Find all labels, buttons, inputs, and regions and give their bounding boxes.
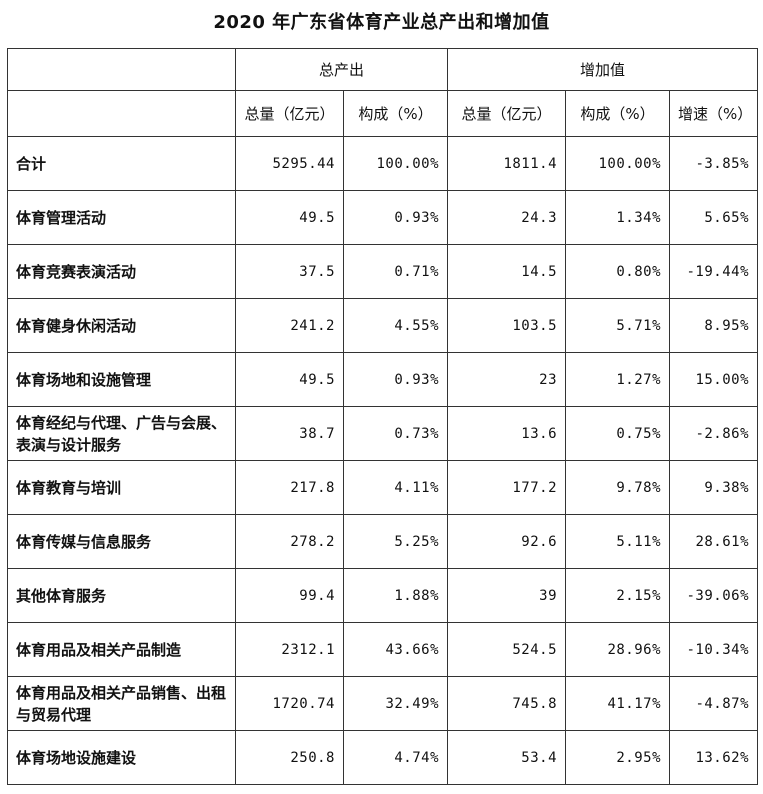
data-table: 总产出 增加值 总量（亿元） 构成（%） 总量（亿元） 构成（%） 增速（%） … bbox=[7, 48, 759, 785]
cell-added-composition: 5.11% bbox=[565, 514, 671, 569]
table-row: 体育教育与培训 217.8 4.11% 177.2 9.78% 9.38% bbox=[7, 460, 759, 515]
cell-added-total: 745.8 bbox=[447, 676, 567, 731]
cell-category: 其他体育服务 bbox=[7, 568, 236, 623]
cell-output-total: 278.2 bbox=[235, 514, 344, 569]
cell-output-total: 49.5 bbox=[235, 190, 344, 245]
cell-added-total: 13.6 bbox=[447, 406, 567, 461]
cell-added-total: 23 bbox=[447, 352, 567, 407]
cell-output-composition: 0.73% bbox=[342, 406, 449, 461]
cell-added-total: 24.3 bbox=[447, 190, 567, 245]
cell-output-total: 49.5 bbox=[235, 352, 344, 407]
table-row: 合计 5295.44 100.00% 1811.4 100.00% -3.85% bbox=[7, 136, 759, 191]
table-row: 体育管理活动 49.5 0.93% 24.3 1.34% 5.65% bbox=[7, 190, 759, 245]
header-value-added: 增加值 bbox=[447, 48, 759, 91]
table-row: 体育用品及相关产品销售、出租与贸易代理 1720.74 32.49% 745.8 41.… bbox=[7, 676, 759, 731]
cell-growth: 9.38% bbox=[669, 460, 759, 515]
cell-added-total: 103.5 bbox=[447, 298, 567, 353]
cell-category: 体育健身休闲活动 bbox=[7, 298, 236, 353]
table-row: 其他体育服务 99.4 1.88% 39 2.15% -39.06% bbox=[7, 568, 759, 623]
header-total-output: 总产出 bbox=[234, 48, 449, 91]
cell-category: 体育用品及相关产品销售、出租与贸易代理 bbox=[7, 676, 236, 731]
cell-growth: -4.87% bbox=[669, 676, 759, 731]
cell-output-composition: 43.66% bbox=[342, 622, 449, 677]
cell-growth: 13.62% bbox=[669, 730, 759, 785]
cell-added-composition: 28.96% bbox=[565, 622, 671, 677]
cell-output-composition: 32.49% bbox=[342, 676, 449, 731]
header-row-groups: 总产出 增加值 bbox=[7, 48, 759, 91]
table-row: 体育经纪与代理、广告与会展、表演与设计服务 38.7 0.73% 13.6 0.75% -… bbox=[7, 406, 759, 461]
header-added-composition: 构成（%） bbox=[565, 90, 671, 137]
cell-category: 体育传媒与信息服务 bbox=[7, 514, 236, 569]
cell-growth: -3.85% bbox=[669, 136, 759, 191]
cell-output-total: 217.8 bbox=[235, 460, 344, 515]
cell-added-composition: 1.34% bbox=[565, 190, 671, 245]
cell-added-total: 524.5 bbox=[447, 622, 567, 677]
cell-output-composition: 100.00% bbox=[342, 136, 449, 191]
table-row: 体育场地和设施管理 49.5 0.93% 23 1.27% 15.00% bbox=[7, 352, 759, 407]
cell-added-composition: 0.80% bbox=[565, 244, 671, 299]
cell-output-total: 5295.44 bbox=[235, 136, 344, 191]
cell-category: 体育竞赛表演活动 bbox=[7, 244, 236, 299]
cell-added-total: 1811.4 bbox=[447, 136, 567, 191]
cell-output-total: 241.2 bbox=[235, 298, 344, 353]
header-output-composition: 构成（%） bbox=[342, 90, 449, 137]
cell-category: 体育经纪与代理、广告与会展、表演与设计服务 bbox=[7, 406, 236, 461]
cell-output-composition: 4.74% bbox=[342, 730, 449, 785]
cell-output-total: 1720.74 bbox=[235, 676, 344, 731]
table-row: 体育场地设施建设 250.8 4.74% 53.4 2.95% 13.62% bbox=[7, 730, 759, 785]
cell-added-composition: 41.17% bbox=[565, 676, 671, 731]
cell-output-total: 250.8 bbox=[235, 730, 344, 785]
table-row: 体育传媒与信息服务 278.2 5.25% 92.6 5.11% 28.61% bbox=[7, 514, 759, 569]
cell-added-total: 53.4 bbox=[447, 730, 567, 785]
cell-growth: -2.86% bbox=[669, 406, 759, 461]
header-growth: 增速（%） bbox=[669, 90, 759, 137]
table-row: 体育竞赛表演活动 37.5 0.71% 14.5 0.80% -19.44% bbox=[7, 244, 759, 299]
cell-added-total: 39 bbox=[447, 568, 567, 623]
header-added-total: 总量（亿元） bbox=[447, 90, 567, 137]
cell-added-composition: 5.71% bbox=[565, 298, 671, 353]
cell-output-total: 37.5 bbox=[235, 244, 344, 299]
cell-output-composition: 4.55% bbox=[342, 298, 449, 353]
cell-added-composition: 1.27% bbox=[565, 352, 671, 407]
header-output-total: 总量（亿元） bbox=[235, 90, 344, 137]
cell-category: 体育管理活动 bbox=[7, 190, 236, 245]
cell-growth: -10.34% bbox=[669, 622, 759, 677]
cell-added-composition: 0.75% bbox=[565, 406, 671, 461]
cell-added-composition: 100.00% bbox=[565, 136, 671, 191]
table-row: 体育健身休闲活动 241.2 4.55% 103.5 5.71% 8.95% bbox=[7, 298, 759, 353]
cell-output-composition: 0.93% bbox=[342, 190, 449, 245]
cell-category: 体育用品及相关产品制造 bbox=[7, 622, 236, 677]
cell-added-total: 177.2 bbox=[447, 460, 567, 515]
cell-output-total: 2312.1 bbox=[235, 622, 344, 677]
cell-growth: 15.00% bbox=[669, 352, 759, 407]
page-title: 2020 年广东省体育产业总产出和增加值 bbox=[213, 12, 550, 33]
cell-added-composition: 2.95% bbox=[565, 730, 671, 785]
cell-added-total: 92.6 bbox=[447, 514, 567, 569]
header-corner-2 bbox=[7, 90, 236, 137]
cell-added-total: 14.5 bbox=[447, 244, 567, 299]
cell-output-composition: 5.25% bbox=[342, 514, 449, 569]
cell-output-composition: 1.88% bbox=[342, 568, 449, 623]
cell-growth: -19.44% bbox=[669, 244, 759, 299]
table-row: 体育用品及相关产品制造 2312.1 43.66% 524.5 28.96% -10.34… bbox=[7, 622, 759, 677]
cell-output-composition: 0.93% bbox=[342, 352, 449, 407]
cell-output-composition: 4.11% bbox=[342, 460, 449, 515]
cell-growth: 28.61% bbox=[669, 514, 759, 569]
header-corner bbox=[7, 48, 236, 91]
cell-output-total: 99.4 bbox=[235, 568, 344, 623]
cell-added-composition: 2.15% bbox=[565, 568, 671, 623]
cell-category: 合计 bbox=[7, 136, 236, 191]
cell-category: 体育教育与培训 bbox=[7, 460, 236, 515]
cell-category: 体育场地和设施管理 bbox=[7, 352, 236, 407]
cell-growth: 5.65% bbox=[669, 190, 759, 245]
cell-category: 体育场地设施建设 bbox=[7, 730, 236, 785]
cell-growth: 8.95% bbox=[669, 298, 759, 353]
cell-output-composition: 0.71% bbox=[342, 244, 449, 299]
cell-growth: -39.06% bbox=[669, 568, 759, 623]
cell-output-total: 38.7 bbox=[235, 406, 344, 461]
header-row-columns: 总量（亿元） 构成（%） 总量（亿元） 构成（%） 增速（%） bbox=[7, 90, 759, 137]
cell-added-composition: 9.78% bbox=[565, 460, 671, 515]
